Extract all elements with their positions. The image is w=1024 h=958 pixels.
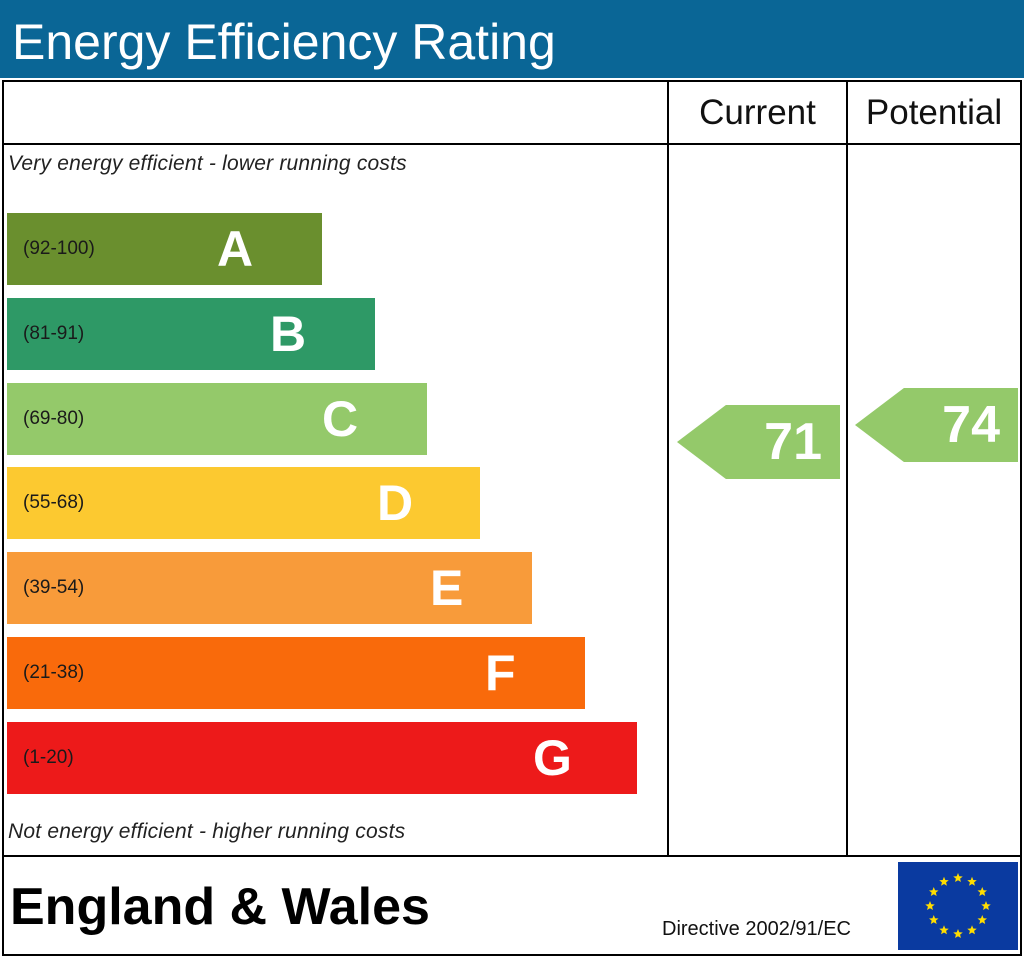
header-divider (2, 143, 1022, 145)
band-letter: A (217, 221, 254, 277)
title-bar: Energy Efficiency Rating (0, 0, 1024, 78)
band-letter: F (485, 645, 516, 701)
eu-star (929, 915, 939, 925)
eu-star (953, 873, 963, 883)
band-f: (21-38) F (7, 637, 585, 709)
eu-star (939, 925, 949, 935)
band-letter: B (270, 305, 307, 362)
band-e: (39-54) E (7, 552, 532, 625)
band-a: (92-100) A (7, 213, 322, 285)
current-rating-value: 71 (764, 413, 822, 471)
top-note: Very energy efficient - lower running co… (8, 152, 407, 175)
band-letter: G (533, 729, 572, 786)
band-range-label: (55-68) (23, 492, 85, 514)
band-g: (1-20) G (7, 721, 637, 794)
band-range-label: (81-91) (23, 322, 85, 344)
region-label: England & Wales (10, 878, 430, 936)
page-title: Energy Efficiency Rating (12, 14, 556, 70)
eu-star (953, 929, 963, 939)
divider-current (667, 80, 669, 856)
band-range-label: (1-20) (23, 746, 74, 768)
eu-star (929, 887, 939, 897)
band-range-label: (39-54) (23, 577, 85, 599)
band-letter: E (430, 560, 464, 617)
current-column-header: Current (699, 93, 816, 132)
eu-star (967, 925, 977, 935)
eu-star (925, 901, 935, 911)
band-range-label: (92-100) (23, 238, 95, 259)
eu-star (939, 876, 949, 886)
band-d: (55-68) D (7, 467, 480, 540)
potential-rating-value: 74 (942, 396, 1000, 454)
eu-star (967, 876, 977, 886)
divider-potential (846, 80, 848, 856)
potential-column-header: Potential (865, 93, 1003, 132)
footer-divider (2, 855, 1022, 857)
directive-label: Directive 2002/91/EC (662, 918, 851, 940)
eu-flag-icon (898, 862, 1018, 950)
band-range-label: (21-38) (23, 662, 85, 683)
band-letter: C (322, 390, 359, 447)
eu-star (977, 915, 987, 925)
band-letter: D (377, 475, 414, 532)
band-c: (69-80) C (7, 382, 427, 455)
band-b: (81-91) B (7, 297, 375, 370)
eu-star (981, 901, 991, 911)
bottom-note: Not energy efficient - higher running co… (8, 820, 406, 843)
band-range-label: (69-80) (23, 407, 85, 429)
eu-star (977, 887, 987, 897)
